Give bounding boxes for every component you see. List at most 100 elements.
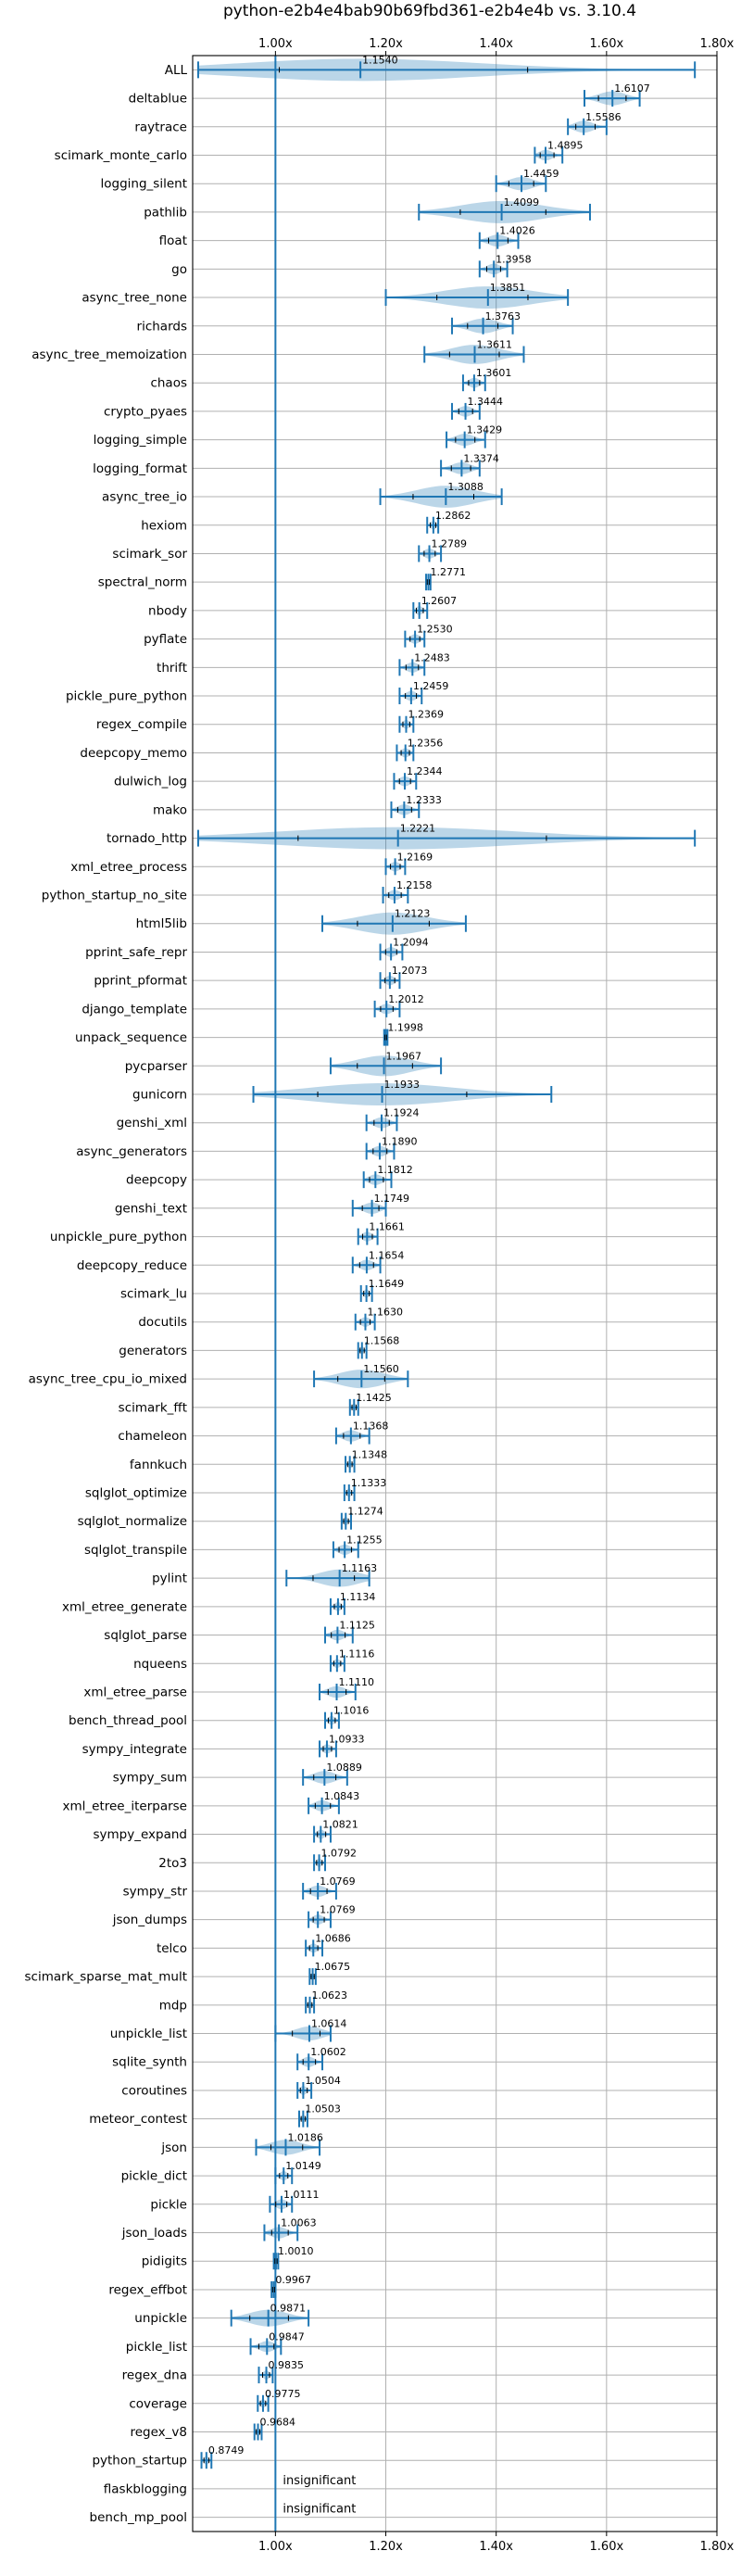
benchmark-label: chaos [150,376,187,391]
x-tick-label: 1.00x [258,2540,293,2554]
benchmark-label: pprint_safe_repr [85,945,187,960]
benchmark-label: pickle [150,2197,187,2212]
benchmark-label: pickle_dict [121,2169,187,2184]
benchmark-label: 2to3 [158,1856,187,1871]
benchmark-label: thrift [157,661,187,676]
value-label: 1.1654 [369,1249,405,1261]
benchmark-label: deltablue [129,92,187,107]
value-label: 1.2123 [395,908,431,920]
value-label: 1.0843 [324,1790,360,1802]
value-label: 1.3088 [447,481,484,493]
benchmark-label: genshi_text [115,1201,187,1216]
benchmark-label: django_template [82,1002,187,1017]
value-label: 1.0010 [278,2245,314,2257]
value-label: 0.9835 [269,2359,305,2371]
benchmark-label: scimark_monte_carlo [55,148,187,163]
value-label: 1.0063 [281,2217,317,2229]
value-label: 1.1890 [382,1135,418,1147]
benchmark-label: pickle_pure_python [66,689,187,704]
value-label: 1.3763 [485,310,521,322]
benchmark-label: go [171,262,187,277]
x-axis-top: 1.00x 1.20x 1.40x 1.60x 1.80x [258,37,735,56]
value-label: 1.1560 [363,1363,399,1375]
value-label: 1.0933 [329,1733,365,1745]
value-label: 1.0889 [326,1762,362,1774]
x-tick-label: 1.80x [700,37,735,51]
benchmark-label: sqlite_synth [112,2055,187,2070]
benchmark-label: bench_mp_pool [90,2510,187,2525]
benchmark-label: xml_etree_iterparse [63,1799,188,1813]
benchmark-label: gunicorn [132,1088,187,1103]
benchmark-label: spectral_norm [98,575,187,590]
benchmark-label: json_loads [121,2226,187,2241]
benchmark-label: logging_silent [101,177,187,192]
value-label: 1.1348 [352,1448,388,1460]
benchmark-label: richards [137,319,187,334]
value-label: 1.4099 [504,196,540,208]
benchmark-label: coverage [129,2396,187,2411]
benchmark-label: scimark_sparse_mat_mult [25,1970,187,1985]
value-label: 1.2771 [430,566,466,578]
value-label: 1.1016 [333,1705,370,1717]
benchmark-label: flaskblogging [104,2481,187,2496]
x-tick-label: 1.20x [369,2540,403,2554]
value-label: 1.5586 [585,111,622,123]
value-label: 1.1163 [342,1562,378,1574]
benchmark-label: json [160,2140,187,2155]
value-label: 1.0602 [310,2046,346,2058]
benchmark-label: deepcopy_memo [80,746,187,761]
benchmark-label: telco [157,1941,187,1956]
benchmark-label: pidigits [142,2254,187,2269]
value-label: 1.3611 [477,338,513,350]
value-label: 1.1749 [374,1193,410,1205]
benchmark-label: unpack_sequence [75,1030,187,1045]
value-label: 1.0186 [287,2131,323,2143]
benchmark-label: logging_format [93,461,187,476]
value-label: 1.0111 [283,2189,320,2201]
x-axis-bottom: 1.00x 1.20x 1.40x 1.60x 1.80x [258,2532,735,2554]
benchmark-label: sympy_sum [113,1771,187,1786]
value-label: 1.1661 [369,1221,405,1233]
value-label: 0.9684 [260,2417,296,2429]
value-label: 1.0769 [320,1875,356,1888]
benchmark-label: ALL [165,63,188,78]
value-label: 0.9775 [265,2388,301,2400]
benchmark-label: pprint_pformat [94,974,187,989]
benchmark-label: xml_etree_parse [83,1685,187,1699]
benchmark-label: chameleon [118,1429,187,1444]
value-label: 1.1255 [346,1534,383,1546]
benchmark-label: scimark_lu [120,1287,187,1302]
x-tick-label: 1.00x [258,37,293,51]
value-label: 0.9967 [275,2274,311,2286]
benchmark-label: regex_v8 [130,2425,187,2440]
value-label: 1.3601 [476,367,512,379]
benchmark-label: coroutines [121,2083,187,2098]
value-label: 1.2789 [432,537,468,549]
benchmark-label: crypto_pyaes [104,404,187,419]
benchmark-label: json_dumps [112,1913,187,1927]
value-label: 1.2169 [397,851,433,863]
value-label: 1.1125 [339,1620,375,1632]
value-label: 1.0614 [311,2018,347,2030]
value-label: 1.3374 [463,452,499,464]
benchmark-label: bench_thread_pool [69,1713,187,1728]
benchmark-label: dulwich_log [114,775,187,789]
x-tick-label: 1.40x [479,2540,513,2554]
value-label: 1.1368 [353,1421,389,1433]
value-label: 1.2073 [392,965,428,977]
benchmark-label: scimark_fft [119,1400,187,1415]
chart-title: python-e2b4e4bab90b69fbd361-e2b4e4b vs. … [223,2,636,20]
value-label: 1.1134 [340,1591,376,1603]
benchmark-label: mako [153,802,187,817]
value-label: 1.1110 [339,1676,375,1688]
benchmark-label: async_tree_io [102,490,187,505]
benchmark-label: async_tree_memoization [31,347,187,362]
benchmark-label: python_startup [92,2454,187,2469]
value-label: 1.2607 [421,595,458,607]
value-label: 1.1116 [339,1648,375,1660]
benchmark-label: sympy_str [123,1884,188,1899]
benchmark-label: meteor_contest [89,2112,187,2127]
benchmark-label: nqueens [133,1657,187,1672]
benchmark-label: python_startup_no_site [42,889,187,903]
value-label: 1.1425 [356,1392,392,1404]
